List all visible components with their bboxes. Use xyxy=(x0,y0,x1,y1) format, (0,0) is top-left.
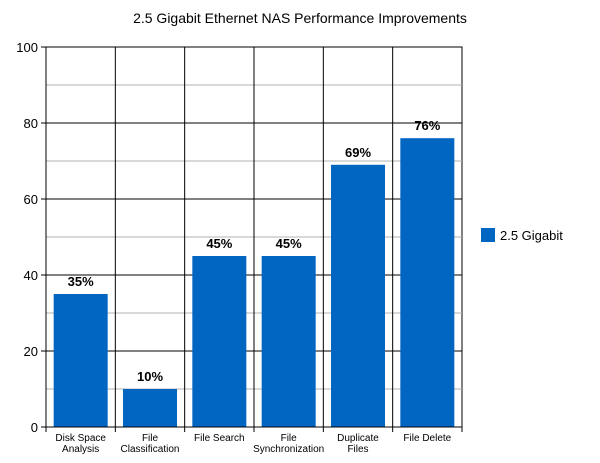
data-label: 45% xyxy=(206,236,232,251)
x-tick-label-line: Disk Space xyxy=(55,433,106,444)
data-label: 69% xyxy=(345,145,371,160)
y-tick-label: 80 xyxy=(24,116,38,131)
bar xyxy=(192,256,247,427)
bar xyxy=(400,138,455,427)
legend-swatch xyxy=(481,228,495,242)
x-tick-label-line: Files xyxy=(347,444,368,455)
bars: 35% 10% 45% 45% 69% 76% xyxy=(53,118,455,428)
y-tick-label: 100 xyxy=(16,40,38,55)
x-tick-label-line: Duplicate xyxy=(337,433,379,444)
vertical-gridlines xyxy=(114,47,394,427)
y-axis: 0 20 40 60 80 100 xyxy=(16,40,46,435)
bar xyxy=(261,256,316,427)
x-tick-label-line: File xyxy=(142,433,159,444)
y-tick-label: 40 xyxy=(24,268,38,283)
y-tick-label: 0 xyxy=(31,420,38,435)
x-tick-label-line: Analysis xyxy=(62,444,99,455)
x-tick-label-line: File xyxy=(281,433,298,444)
x-tick-label-line: File Delete xyxy=(403,433,451,444)
chart-title: 2.5 Gigabit Ethernet NAS Performance Imp… xyxy=(133,10,467,26)
x-tick-label: File Delete xyxy=(403,433,451,444)
x-tick-label: Duplicate Files xyxy=(337,433,379,455)
legend: 2.5 Gigabit xyxy=(481,228,563,243)
data-label: 45% xyxy=(276,236,302,251)
data-label: 10% xyxy=(137,369,163,384)
bar xyxy=(53,294,108,427)
bar xyxy=(331,164,385,428)
y-tick-label: 20 xyxy=(24,344,38,359)
x-tick-label-line: Classification xyxy=(121,444,180,455)
x-tick-label: File Classification xyxy=(121,433,180,455)
y-tick-label: 60 xyxy=(24,192,38,207)
legend-label: 2.5 Gigabit xyxy=(500,228,563,243)
x-tick-label: File Synchronization xyxy=(253,433,324,455)
x-tick-label-line: File Search xyxy=(194,433,245,444)
data-label: 76% xyxy=(414,118,440,133)
x-tick-label-line: Synchronization xyxy=(253,444,324,455)
x-tick-label: Disk Space Analysis xyxy=(55,433,106,455)
data-label: 35% xyxy=(68,274,94,289)
x-tick-label: File Search xyxy=(194,433,245,444)
bar xyxy=(123,389,177,427)
